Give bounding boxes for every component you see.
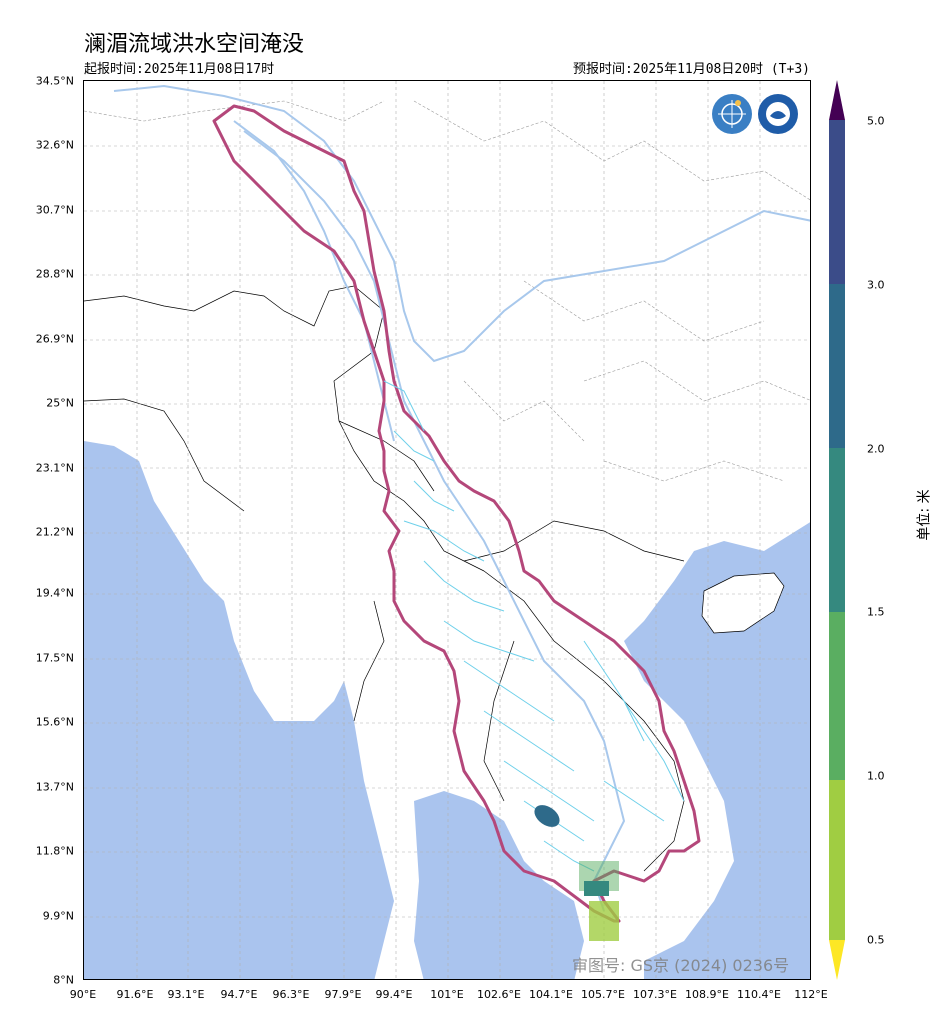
map-canvas	[84, 81, 810, 979]
yangtze-river	[113, 84, 810, 363]
lon-label: 104.1°E	[529, 988, 573, 1001]
lon-label: 112°E	[794, 988, 828, 1001]
colorbar-scale	[829, 80, 845, 980]
lat-label: 21.2°N	[35, 525, 74, 539]
colorbar-label: 2.0	[867, 442, 885, 456]
forecast-time: 预报时间:2025年11月08日20时 (T+3)	[572, 62, 810, 77]
lon-label: 90°E	[69, 988, 97, 1001]
lat-label: 32.6°N	[35, 138, 74, 152]
south-china-sea	[624, 522, 810, 979]
colorbar-label: 5.0	[867, 114, 885, 128]
colorbar-unit: 单位: 米	[916, 489, 933, 541]
colorbar	[829, 80, 845, 980]
wmo-logo-icon	[712, 94, 752, 134]
colorbar-label: 0.5	[867, 933, 885, 947]
colorbar-label: 1.5	[867, 605, 885, 619]
lon-label: 99.4°E	[375, 988, 413, 1001]
lat-label: 23.1°N	[35, 461, 74, 475]
hainan-island	[701, 572, 785, 634]
salween-river	[233, 120, 395, 442]
lat-label: 28.8°N	[35, 267, 74, 281]
gulf-of-thailand	[414, 791, 584, 979]
lon-label: 94.7°E	[220, 988, 258, 1001]
lon-label: 101°E	[430, 988, 464, 1001]
lat-label: 34.5°N	[35, 74, 74, 88]
lat-label: 9.9°N	[42, 909, 74, 923]
lon-label: 97.9°E	[324, 988, 362, 1001]
lon-label: 93.1°E	[167, 988, 205, 1001]
cma-logo-icon	[758, 94, 798, 134]
colorbar-label: 1.0	[867, 769, 885, 783]
tonle-sap-lake	[534, 805, 560, 827]
map-approval-watermark: 审图号: GS京 (2024) 0236号	[572, 956, 790, 975]
mekong-upper	[243, 130, 626, 912]
lat-label: 13.7°N	[35, 780, 74, 794]
flood-map[interactable]	[83, 80, 811, 980]
lat-label: 30.7°N	[35, 203, 74, 217]
lat-label: 25°N	[46, 396, 74, 410]
lat-label: 26.9°N	[35, 332, 74, 346]
issue-time: 起报时间:2025年11月08日17时	[84, 62, 275, 77]
map-title: 澜湄流域洪水空间淹没	[84, 32, 305, 57]
lat-label: 17.5°N	[35, 651, 74, 665]
lat-label: 8°N	[53, 973, 74, 987]
lat-label: 11.8°N	[35, 844, 74, 858]
lon-label: 107.3°E	[633, 988, 677, 1001]
lon-label: 102.6°E	[477, 988, 521, 1001]
lon-label: 105.7°E	[581, 988, 625, 1001]
lat-label: 15.6°N	[35, 715, 74, 729]
lon-label: 91.6°E	[116, 988, 154, 1001]
colorbar-label: 3.0	[867, 278, 885, 292]
bay-of-bengal	[84, 441, 394, 979]
lat-label: 19.4°N	[35, 586, 74, 600]
lon-label: 110.4°E	[737, 988, 781, 1001]
lon-label: 96.3°E	[272, 988, 310, 1001]
lon-label: 108.9°E	[685, 988, 729, 1001]
